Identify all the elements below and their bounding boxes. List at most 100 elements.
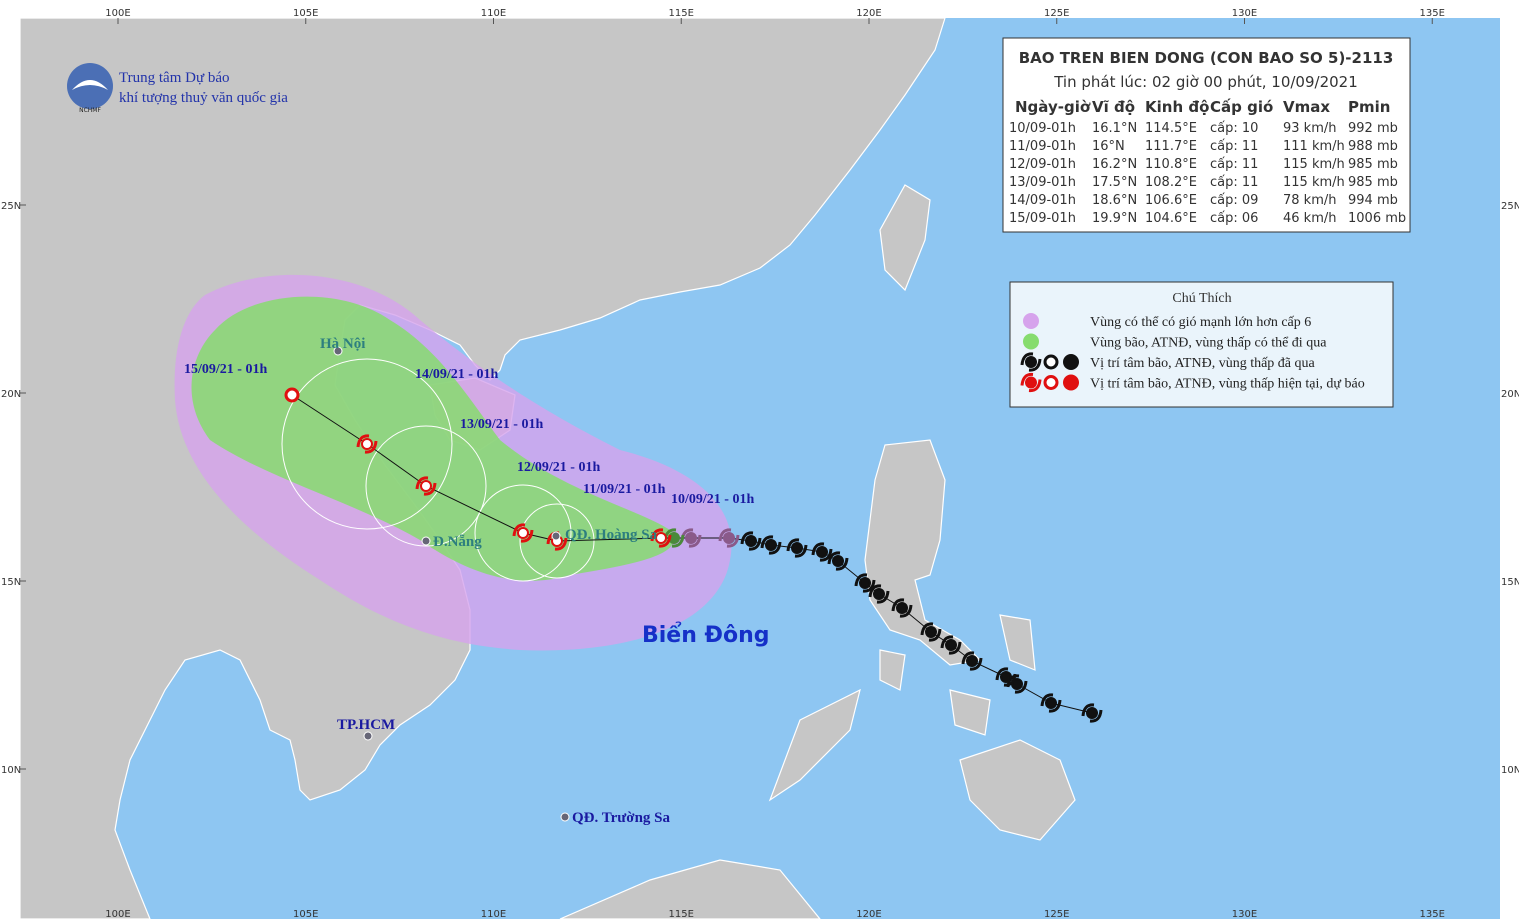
storm-center [655,532,667,544]
storm-center [832,555,844,567]
storm-center [791,542,803,554]
storm-arm [862,579,876,593]
table-cell: 93 km/h [1283,121,1337,136]
storm-arm [748,537,762,551]
samar [999,614,1036,671]
storm-arm [995,667,1009,681]
storm-center [925,626,937,638]
table-cell: 1006 mb [1348,211,1406,226]
storm-arm [1003,673,1017,687]
track-label: 10/09/21 - 01h [671,492,754,507]
legend: Chú Thích Vùng có thể có gió mạnh lớn hơ… [1009,281,1394,408]
track-label: 12/09/21 - 01h [517,460,600,475]
lon-label: 120E [856,8,881,19]
bulletin-issued: Tin phát lúc: 02 giờ 00 phút, 10/09/2021 [1053,73,1358,91]
lon-label: 125E [1044,909,1069,919]
legend-label: Vùng bão, ATNĐ, vùng thấp có thể đi qua [1090,336,1327,351]
logo-text: NCHMF [79,107,101,114]
table-cell: 13/09-01h [1009,175,1076,190]
table-cell: 106.6°E [1145,193,1197,208]
storm-arm [650,528,664,542]
logo-wave [72,80,108,90]
storm-arm [1089,709,1103,723]
lat-label: 25N [1501,201,1519,212]
table-cell: 110.8°E [1145,157,1197,172]
column-header: Cấp gió [1210,98,1273,116]
storm-center [745,535,757,547]
storm-center [945,639,957,651]
track [284,387,1103,723]
storm-arm [948,641,962,655]
graticule-labels: 100E 100E 105E 105E 110E 110E 115E 115E 120E 120E… [1,8,1519,919]
lon-label: 130E [1232,8,1257,19]
storm-arm [1028,379,1042,393]
storm-arm [726,534,740,548]
storm-arm [1048,699,1062,713]
table-cell: 111.7°E [1145,139,1197,154]
lon-label: 110E [481,8,506,19]
storm-arm [1020,372,1034,386]
lon-label: 110E [481,909,506,919]
sea-label: Biển Đông [642,622,770,648]
column-header: Pmin [1348,98,1390,116]
track-labels: 10/09/21 - 01h 11/09/21 - 01h 12/09/21 - 0… [184,362,754,507]
storm-arm [786,538,800,552]
storm-arm [415,476,429,490]
storm-arm [768,541,782,555]
legend-swatch [1023,333,1039,350]
lat-label: 10N [1501,765,1519,776]
storm-arm [868,584,882,598]
storm-center [966,655,978,667]
storm-center [765,539,777,551]
palawan [768,688,861,802]
storm-arm [423,482,437,496]
legend-swatch [1043,354,1059,370]
storm-arm [920,622,934,636]
forecast-low [284,387,300,403]
places: Hà Nội Đ.Nẵng QĐ. Hoàng Sa TP.HCM QĐ. Trường… [320,336,671,826]
table-cell: 14/09-01h [1009,193,1076,208]
table-cell: 16.2°N [1092,157,1137,172]
storm-arm [1014,680,1028,694]
storm-arm [658,534,672,548]
storm-center [420,480,432,492]
storm-center [1086,707,1098,719]
table-cell: cấp: 11 [1210,157,1258,172]
place-label: QĐ. Trường Sa [572,810,671,826]
lon-label: 105E [293,8,318,19]
legend-label: Vùng có thể có gió mạnh lớn hơn cấp 6 [1090,315,1311,330]
storm-arm [1081,703,1095,717]
bulletin: BAO TREN BIEN DONG (CON BAO SO 5)-2113 T… [1002,37,1411,233]
storm-arm [928,628,942,642]
lon-label: 135E [1420,909,1445,919]
visayas [949,689,991,736]
wind-radius [519,503,595,579]
lon-label: 115E [669,8,694,19]
column-header: Ngày-giờ [1015,98,1091,116]
track-label: 11/09/21 - 01h [583,482,666,497]
table-cell: 115 km/h [1283,157,1345,172]
place-label: Đ.Nẵng [433,534,482,550]
table-cell: 108.2°E [1145,175,1197,190]
storm-arm [671,534,685,548]
wind-radius [474,484,572,582]
storm-arm [1040,693,1054,707]
track-label: 13/09/21 - 01h [460,417,543,432]
legend-swatch [1043,375,1059,390]
place-label: QĐ. Hoàng Sa [565,527,658,543]
table-cell: 111 km/h [1283,139,1345,154]
storm-arm [961,651,975,665]
storm-center [517,527,529,539]
table-cell: 10/09-01h [1009,121,1076,136]
storm-arm [891,598,905,612]
table-cell: 992 mb [1348,121,1398,136]
place-dot [551,531,561,541]
storm-arm [969,657,983,671]
storm-arm [1020,352,1034,366]
logo [67,63,113,109]
legend-swatch [1063,374,1079,391]
lon-label: 135E [1420,8,1445,19]
place-label: TP.HCM [337,717,395,733]
storm-arm [899,604,913,618]
storm-arm [554,537,568,551]
